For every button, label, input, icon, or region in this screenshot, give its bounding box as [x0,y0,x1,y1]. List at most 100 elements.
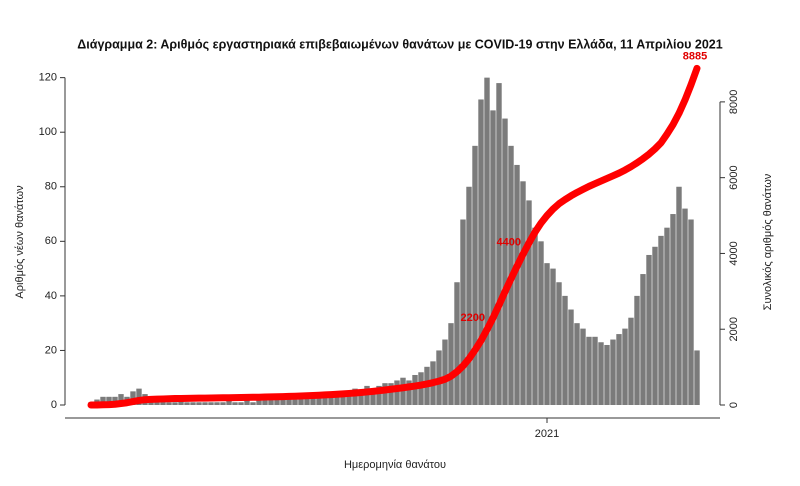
y2-tick-label: 8000 [728,90,740,114]
bar [652,246,658,405]
bar [340,394,346,405]
annotation: 4400 [497,237,521,249]
bar [322,394,328,405]
bar [316,396,322,405]
bar [292,399,298,405]
bar [598,342,604,405]
bar [226,399,232,405]
x-axis-label: Ημερομηνία θανάτου [344,459,446,471]
bar [688,219,694,405]
bar [478,99,484,406]
bar [358,391,364,405]
bar [664,227,670,405]
bar [334,391,340,405]
bar [286,396,292,405]
bar [166,402,172,405]
bar [490,110,496,405]
bar [178,399,184,405]
bar [532,227,538,405]
bar [352,388,358,405]
bar [454,282,460,405]
bar [100,396,106,405]
bar [496,83,502,405]
bar [214,402,220,405]
y-axis-label: Αριθμός νέων θανάτων [14,185,26,299]
bar [202,402,208,405]
bar [460,219,466,405]
bar [526,200,532,405]
bar [346,391,352,405]
bar [484,77,490,405]
bar [544,263,550,405]
bar [106,396,112,405]
y2-tick-label: 2000 [728,317,740,341]
bar [238,402,244,405]
bar [634,295,640,405]
bar [556,282,562,405]
bar [448,323,454,405]
bar [328,394,334,405]
chart-title: Διάγραμμα 2: Αριθμός εργαστηριακά επιβεβ… [77,37,722,51]
bar [412,374,418,405]
bar [550,268,556,405]
bar [196,402,202,405]
bar [208,402,214,405]
y2-tick-label: 6000 [728,165,740,189]
bar [400,377,406,405]
cumulative-line [87,64,701,409]
bar [304,396,310,405]
bar [502,118,508,405]
y-tick-label: 120 [39,72,57,84]
bar [682,208,688,405]
bar [256,399,262,405]
bar [394,380,400,405]
bar [472,145,478,405]
bar [616,334,622,405]
y-tick-label: 100 [39,126,57,138]
bar [136,388,142,405]
bar [268,399,274,405]
annotation: 8885 [683,50,707,62]
bar [562,295,568,405]
x-tick-label: 2021 [535,428,559,440]
bar [310,394,316,405]
bar [220,402,226,405]
bar [574,323,580,405]
bar [184,402,190,405]
bar [232,402,238,405]
bar [622,328,628,405]
annotation: 2200 [461,312,485,324]
bar [514,164,520,405]
bar [586,336,592,405]
bar [610,339,616,405]
bar [406,380,412,405]
bar [676,186,682,405]
y2-tick-label: 0 [728,402,740,408]
bar [568,309,574,405]
bar [370,388,376,405]
bar [670,214,676,405]
bar [250,402,256,405]
y2-tick-label: 4000 [728,241,740,265]
bar [580,328,586,405]
y-tick-label: 80 [45,181,57,193]
y2-axis-label: Συνολικός αριθμός θανάτων [762,173,774,310]
bar [382,383,388,405]
bar [628,317,634,405]
bar [190,402,196,405]
bar [118,394,124,405]
bar [646,254,652,405]
bar [442,339,448,405]
y-tick-label: 20 [45,344,57,356]
y-tick-label: 40 [45,290,57,302]
bar [274,399,280,405]
bar [280,399,286,405]
bar [244,399,250,405]
bar [658,235,664,405]
bar [376,385,382,405]
bar [298,396,304,405]
bar [172,402,178,405]
bar [520,181,526,405]
bar [640,274,646,405]
y-tick-label: 60 [45,235,57,247]
